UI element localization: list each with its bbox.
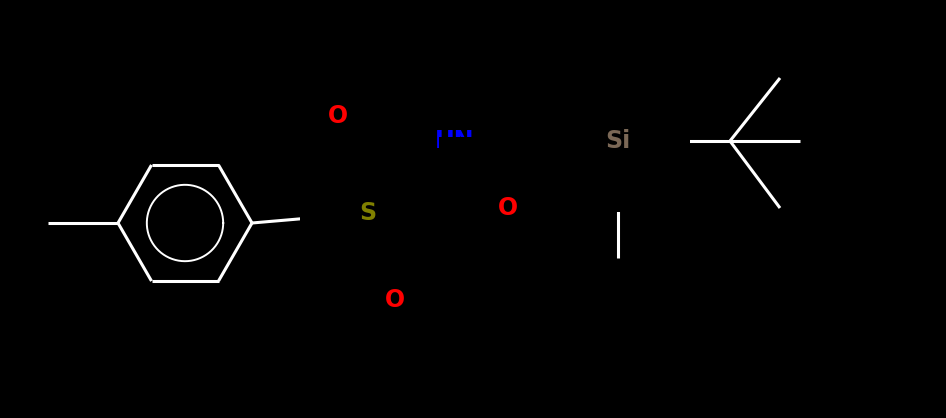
Text: Si: Si	[605, 129, 631, 153]
Text: O: O	[498, 196, 518, 220]
Text: O: O	[328, 104, 348, 128]
Text: S: S	[359, 201, 377, 225]
Text: O: O	[385, 288, 405, 312]
Text: HN: HN	[435, 129, 475, 153]
